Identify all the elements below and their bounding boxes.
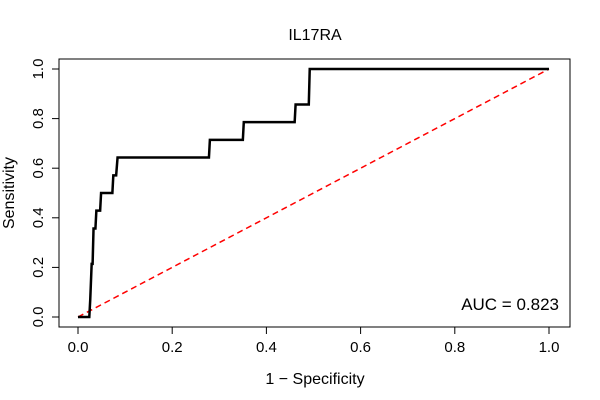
reference-line [77, 68, 550, 318]
x-tick-label: 0.6 [350, 339, 371, 356]
series-group [77, 67, 550, 319]
y-axis-label: Sensitivity [1, 157, 18, 229]
y-tick-label: 0.0 [30, 307, 47, 328]
x-tick-label: 1.0 [539, 339, 560, 356]
y-tick-label: 0.4 [30, 207, 47, 228]
y-tick-label: 0.8 [30, 108, 47, 129]
y-axis: 0.0 0.2 0.4 0.6 0.8 1.0 [30, 59, 60, 328]
y-tick-label: 1.0 [30, 59, 47, 80]
x-axis-label: 1 − Specificity [265, 371, 364, 388]
y-tick-label: 0.2 [30, 257, 47, 278]
x-tick-label: 0.8 [444, 339, 465, 356]
chart-title: IL17RA [288, 27, 342, 44]
x-tick-label: 0.4 [256, 339, 277, 356]
x-tick-label: 0.2 [162, 339, 183, 356]
y-tick-label: 0.6 [30, 158, 47, 179]
roc-curve-line [78, 67, 549, 319]
x-tick-label: 0.0 [68, 339, 89, 356]
x-axis: 0.0 0.2 0.4 0.6 0.8 1.0 [68, 326, 560, 356]
auc-annotation: AUC = 0.823 [461, 295, 559, 314]
